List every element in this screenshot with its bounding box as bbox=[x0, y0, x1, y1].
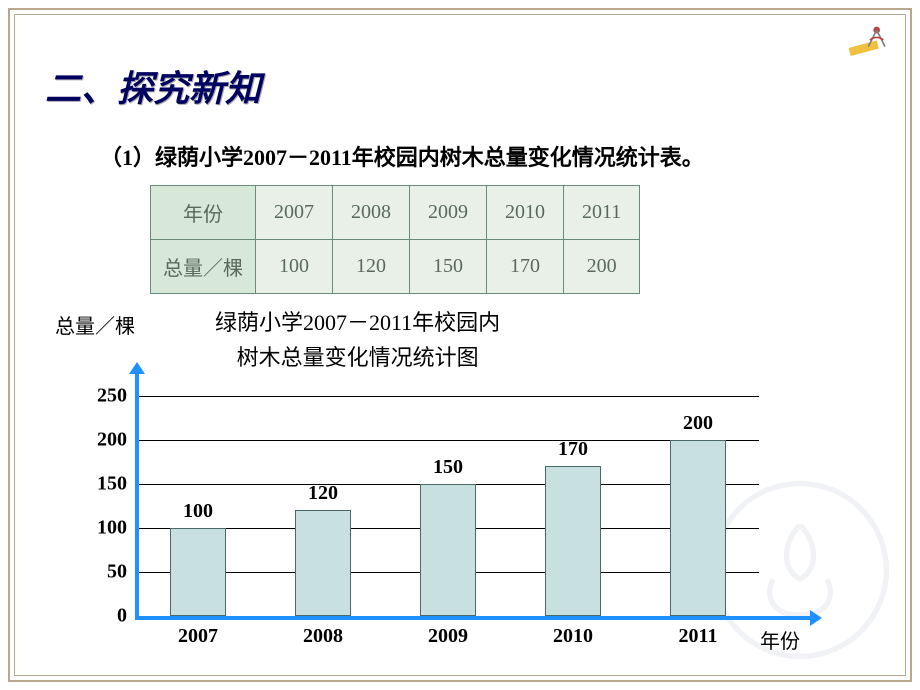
grid-line bbox=[139, 396, 759, 397]
value-cell: 120 bbox=[333, 240, 410, 294]
year-cell: 2008 bbox=[333, 186, 410, 240]
bar-value-label: 170 bbox=[545, 438, 601, 461]
y-tick-label: 250 bbox=[97, 385, 127, 408]
chart-x-label: 年份 bbox=[760, 625, 800, 654]
year-cell: 2010 bbox=[487, 186, 564, 240]
bar bbox=[295, 510, 351, 616]
section-heading: 二、探究新知 bbox=[45, 60, 261, 112]
table-row-value: 总量／棵 100 120 150 170 200 bbox=[151, 240, 640, 294]
chart-y-label: 总量／棵 bbox=[55, 310, 135, 339]
grid-line bbox=[139, 440, 759, 441]
bar-chart: 0 50 100 150 200 250 100 2007 120 2008 150 2009 170 2… bbox=[60, 370, 810, 650]
x-tick-label: 2009 bbox=[408, 625, 488, 648]
bar-value-label: 100 bbox=[170, 500, 226, 523]
bar bbox=[170, 528, 226, 616]
year-cell: 2011 bbox=[564, 186, 640, 240]
tools-icon bbox=[845, 15, 895, 65]
x-tick-label: 2008 bbox=[283, 625, 363, 648]
bar-value-label: 150 bbox=[420, 456, 476, 479]
y-axis bbox=[135, 370, 139, 620]
value-cell: 200 bbox=[564, 240, 640, 294]
value-label: 总量／棵 bbox=[151, 240, 256, 294]
bar bbox=[420, 484, 476, 616]
x-tick-label: 2010 bbox=[533, 625, 613, 648]
x-axis-arrow-icon bbox=[810, 610, 822, 626]
y-tick-label: 150 bbox=[97, 473, 127, 496]
subtitle-text: （1）绿荫小学2007－2011年校园内树木总量变化情况统计表。 bbox=[100, 140, 704, 172]
data-table: 年份 2007 2008 2009 2010 2011 总量／棵 100 120… bbox=[150, 185, 640, 294]
value-cell: 170 bbox=[487, 240, 564, 294]
year-label: 年份 bbox=[151, 186, 256, 240]
y-tick-label: 200 bbox=[97, 429, 127, 452]
bar bbox=[670, 440, 726, 616]
y-tick-label: 0 bbox=[117, 605, 127, 628]
y-tick-label: 100 bbox=[97, 517, 127, 540]
x-axis bbox=[135, 616, 815, 620]
value-cell: 100 bbox=[256, 240, 333, 294]
bar bbox=[545, 466, 601, 616]
table-row-year: 年份 2007 2008 2009 2010 2011 bbox=[151, 186, 640, 240]
y-tick-label: 50 bbox=[107, 561, 127, 584]
x-tick-label: 2007 bbox=[158, 625, 238, 648]
x-tick-label: 2011 bbox=[658, 625, 738, 648]
bar-value-label: 200 bbox=[670, 412, 726, 435]
year-cell: 2007 bbox=[256, 186, 333, 240]
year-cell: 2009 bbox=[410, 186, 487, 240]
value-cell: 150 bbox=[410, 240, 487, 294]
chart-title-line2: 树木总量变化情况统计图 bbox=[237, 345, 479, 370]
chart-title-line1: 绿荫小学2007－2011年校园内 bbox=[215, 310, 500, 335]
bar-value-label: 120 bbox=[295, 482, 351, 505]
chart-title: 绿荫小学2007－2011年校园内 树木总量变化情况统计图 bbox=[215, 305, 500, 375]
